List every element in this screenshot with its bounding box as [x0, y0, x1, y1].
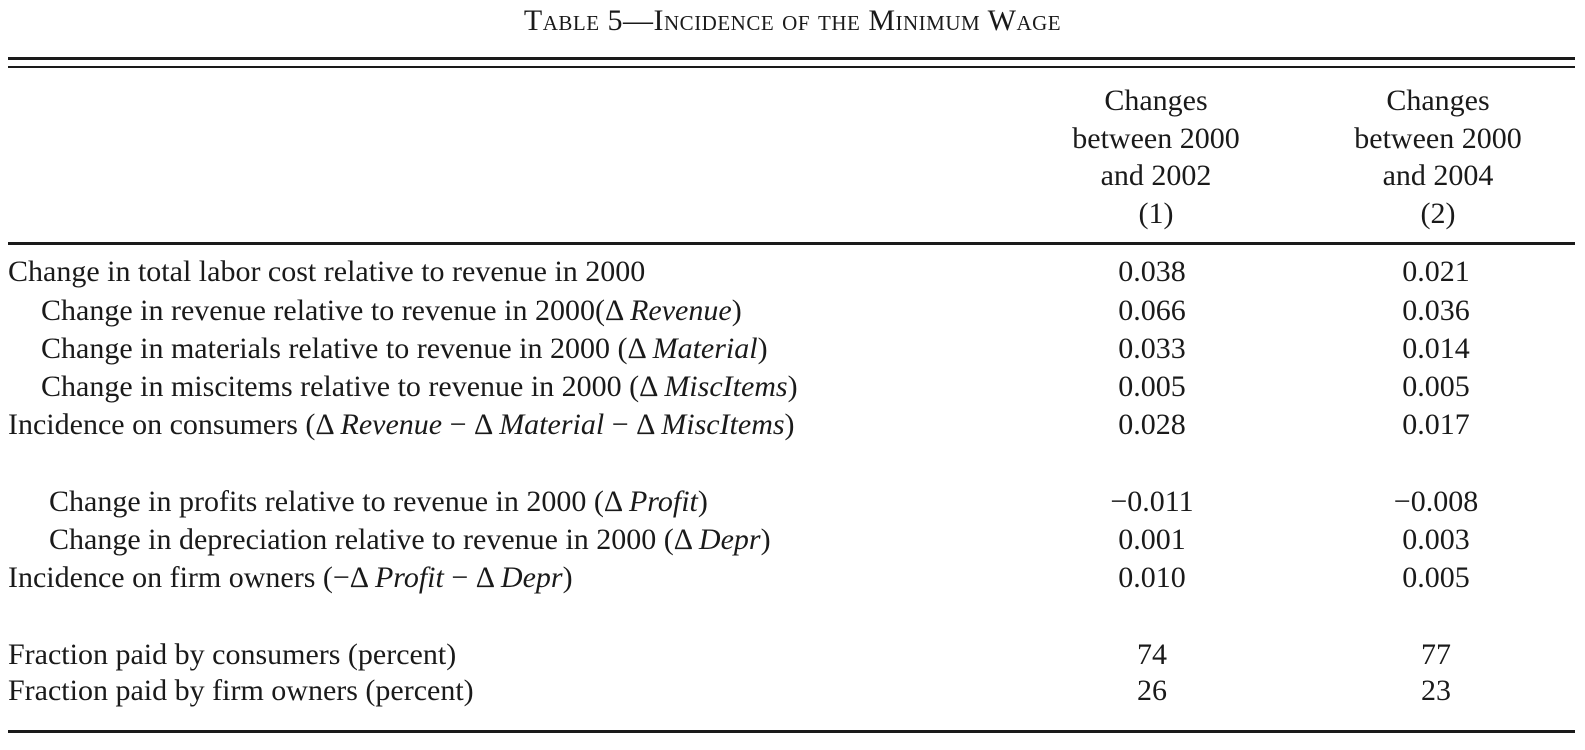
bottom-rule [8, 730, 1575, 733]
value-col1: 74 [1137, 638, 1167, 671]
value-col2: 0.021 [1402, 255, 1470, 288]
value-col1: 0.010 [1118, 561, 1186, 594]
value-col2: 23 [1421, 674, 1451, 707]
column-header-line: Changes [1386, 84, 1490, 117]
column-header-line: and 2004 [1382, 159, 1494, 192]
table-row: Change in revenue relative to revenue in… [0, 292, 1585, 330]
value-col2: 0.017 [1402, 408, 1470, 441]
table-row: Fraction paid by firm owners (percent) 2… [0, 672, 1585, 710]
row-label: Incidence on firm owners (−Δ Profit − Δ … [8, 561, 573, 594]
row-label: Fraction paid by consumers (percent) [8, 638, 457, 671]
column-header-line: between 2000 [1354, 121, 1522, 155]
table-row: Change in materials relative to revenue … [0, 330, 1585, 368]
header-rule [8, 242, 1575, 245]
row-label: Fraction paid by firm owners (percent) [8, 674, 474, 707]
row-label: Incidence on consumers (Δ Revenue − Δ Ma… [8, 408, 795, 441]
value-col1: 0.038 [1118, 255, 1186, 288]
value-col2: 0.003 [1402, 523, 1470, 556]
value-col2: 77 [1421, 638, 1451, 671]
column-header-2: Changes between 2000 and 2004 (2) [1308, 82, 1568, 232]
row-label: Change in total labor cost relative to r… [8, 255, 646, 288]
value-col1: 0.001 [1118, 523, 1186, 556]
value-col2: 0.036 [1402, 294, 1470, 327]
value-col2: 0.005 [1402, 370, 1470, 403]
top-double-rule-lower [8, 66, 1575, 68]
row-label: Change in miscitems relative to revenue … [41, 370, 798, 403]
table-row: Change in depreciation relative to reven… [0, 521, 1585, 559]
column-header-1: Changes between 2000 and 2002 (1) [1026, 82, 1286, 232]
column-number: (1) [1138, 196, 1174, 230]
table-row: Incidence on firm owners (−Δ Profit − Δ … [0, 559, 1585, 597]
table-row: Change in profits relative to revenue in… [0, 483, 1585, 521]
top-double-rule-upper [8, 57, 1575, 60]
column-header-line: and 2002 [1100, 159, 1212, 192]
value-col2: −0.008 [1393, 485, 1479, 518]
row-label: Change in depreciation relative to reven… [49, 523, 771, 556]
table-row: Change in total labor cost relative to r… [0, 253, 1585, 291]
value-col1: 0.005 [1118, 370, 1186, 403]
table-row: Incidence on consumers (Δ Revenue − Δ Ma… [0, 406, 1585, 444]
value-col2: 0.014 [1402, 332, 1470, 365]
value-col1: 0.028 [1118, 408, 1186, 441]
column-header-line: between 2000 [1072, 121, 1240, 155]
column-number: (2) [1420, 196, 1456, 230]
column-header-line: Changes [1104, 84, 1208, 117]
value-col1: 0.033 [1118, 332, 1186, 365]
table-title: Table 5—Incidence of the Minimum Wage [523, 4, 1062, 37]
row-label: Change in materials relative to revenue … [41, 332, 768, 365]
row-label: Change in revenue relative to revenue in… [41, 294, 742, 327]
value-col2: 0.005 [1402, 561, 1470, 594]
value-col1: 0.066 [1118, 294, 1186, 327]
row-label: Change in profits relative to revenue in… [49, 485, 708, 518]
table-row: Change in miscitems relative to revenue … [0, 368, 1585, 406]
value-col1: −0.011 [1110, 485, 1194, 518]
value-col1: 26 [1137, 674, 1167, 707]
table-row: Fraction paid by consumers (percent) 74 … [0, 636, 1585, 674]
